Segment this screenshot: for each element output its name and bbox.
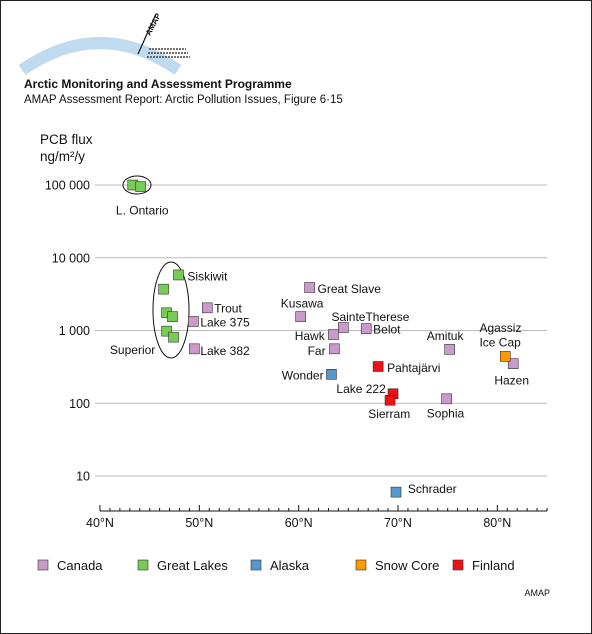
point-label: Trout: [214, 301, 242, 315]
finland-data-point: [384, 394, 396, 406]
canada-data-point: [304, 282, 315, 293]
greatlakes-data-point: [158, 283, 169, 295]
legend-label-alaska: Alaska: [270, 558, 310, 573]
x-tick-label: 40°N: [86, 516, 114, 530]
alaska-data-point: [390, 486, 402, 498]
legend-swatch-snowcore: [355, 559, 367, 571]
y-tick-label: 1 000: [59, 324, 90, 338]
point-label: Amituk: [427, 329, 465, 343]
superior-ellipse: [152, 261, 190, 359]
greatlakes-data-point: [167, 311, 178, 322]
legend-label-snowcore: Snow Core: [375, 558, 439, 573]
point-label: Far: [308, 344, 326, 358]
point-label: Schrader: [408, 482, 457, 496]
figure-subtitle: AMAP Assessment Report: Arctic Pollution…: [24, 94, 343, 106]
y-tick-label: 10 000: [52, 251, 90, 265]
y-axis-label-line2: ng/m²/y: [40, 149, 85, 164]
point-label: SainteTherese: [331, 310, 409, 324]
canada-data-point: [444, 344, 455, 355]
legend: Canada Great Lakes Alaska Snow Core Finland: [37, 558, 515, 573]
canada-data-point: [507, 358, 519, 369]
x-tick-label: 50°N: [185, 516, 213, 530]
canada-data-point: [188, 316, 199, 327]
canada-data-point: [338, 322, 349, 333]
legend-label-greatlakes: Great Lakes: [157, 558, 228, 573]
point-label: Lake 222: [336, 382, 386, 396]
data-points: [127, 179, 519, 498]
point-label: Superior: [110, 343, 155, 357]
point-label: Agassiz: [479, 321, 521, 335]
logo-slash: [137, 13, 157, 55]
finland-data-point: [372, 361, 384, 372]
canada-data-point: [189, 343, 200, 355]
legend-swatch-greatlakes: [137, 559, 149, 571]
alaska-data-point: [326, 368, 337, 380]
canada-data-point: [441, 393, 452, 405]
legend-label-finland: Finland: [472, 558, 515, 573]
greatlakes-data-point: [168, 331, 179, 343]
point-label: Ice Cap: [479, 335, 521, 349]
y-axis-label-line1: PCB flux: [40, 132, 93, 147]
point-label: Hawk: [295, 329, 326, 343]
figure-title: Arctic Monitoring and Assessment Program…: [24, 77, 292, 91]
y-tick-label: 10: [76, 470, 90, 484]
amap-logo: AMAP: [18, 11, 190, 75]
point-label: Wonder: [282, 368, 324, 382]
logo-arc: [18, 37, 182, 75]
footer-credit: AMAP: [524, 588, 550, 598]
canada-data-point: [328, 329, 339, 340]
point-label: Lake 375: [200, 316, 250, 330]
point-label: L. Ontario: [116, 204, 169, 218]
greatlakes-data-point: [161, 325, 172, 337]
ontario-ellipse: [122, 175, 152, 195]
point-label: Sierram: [368, 407, 410, 421]
y-tick-label: 100 000: [45, 179, 90, 193]
tick-labels: 10 100 1 000 10 000 100 000 40°N 50°N 60°N 70°N 8…: [45, 179, 511, 531]
legend-label-canada: Canada: [57, 558, 103, 573]
point-label: Lake 382: [200, 344, 250, 358]
point-label: Sophia: [427, 407, 465, 421]
point-label: Hazen: [494, 373, 529, 387]
point-label: Kusawa: [281, 296, 324, 310]
point-label: Belot: [373, 322, 401, 336]
snowcore-data-point: [499, 351, 511, 362]
x-tick-label: 80°N: [483, 516, 511, 530]
point-label: Great Slave: [318, 282, 382, 296]
legend-swatch-finland: [452, 559, 464, 571]
canada-data-point: [360, 323, 372, 334]
greatlakes-data-point: [173, 269, 184, 281]
canada-data-point: [295, 311, 306, 322]
x-tick-label: 70°N: [384, 516, 412, 530]
axes: [99, 505, 548, 512]
point-label: Siskiwit: [187, 270, 228, 284]
legend-swatch-alaska: [250, 559, 262, 571]
x-tick-label: 60°N: [285, 516, 313, 530]
legend-swatch-canada: [37, 559, 49, 571]
canada-data-point: [201, 302, 213, 314]
y-tick-label: 100: [69, 397, 90, 411]
logo-text-lines: [147, 48, 190, 58]
greatlakes-data-point: [135, 181, 147, 192]
cluster-ellipses: [122, 175, 190, 359]
point-label: Pahtajärvi: [387, 361, 440, 375]
canada-data-point: [329, 343, 340, 355]
